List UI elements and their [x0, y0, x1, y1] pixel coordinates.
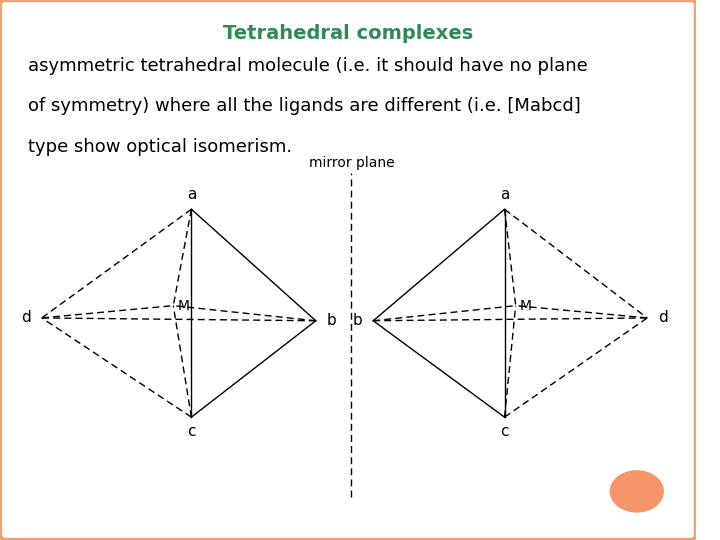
- Text: Tetrahedral complexes: Tetrahedral complexes: [223, 24, 473, 43]
- Text: M: M: [177, 299, 189, 313]
- Circle shape: [611, 471, 663, 512]
- Text: c: c: [187, 424, 196, 439]
- FancyBboxPatch shape: [0, 0, 696, 540]
- Text: b: b: [327, 313, 337, 328]
- Text: type show optical isomerism.: type show optical isomerism.: [28, 138, 292, 156]
- Text: d: d: [21, 310, 31, 326]
- Text: M: M: [520, 299, 532, 313]
- Text: a: a: [500, 187, 509, 202]
- Text: b: b: [352, 313, 362, 328]
- Text: mirror plane: mirror plane: [309, 156, 395, 170]
- Text: of symmetry) where all the ligands are different (i.e. [Mabcd]: of symmetry) where all the ligands are d…: [28, 97, 580, 115]
- Text: asymmetric tetrahedral molecule (i.e. it should have no plane: asymmetric tetrahedral molecule (i.e. it…: [28, 57, 588, 75]
- Text: c: c: [500, 424, 509, 439]
- Text: d: d: [658, 310, 668, 326]
- Text: a: a: [186, 187, 196, 202]
